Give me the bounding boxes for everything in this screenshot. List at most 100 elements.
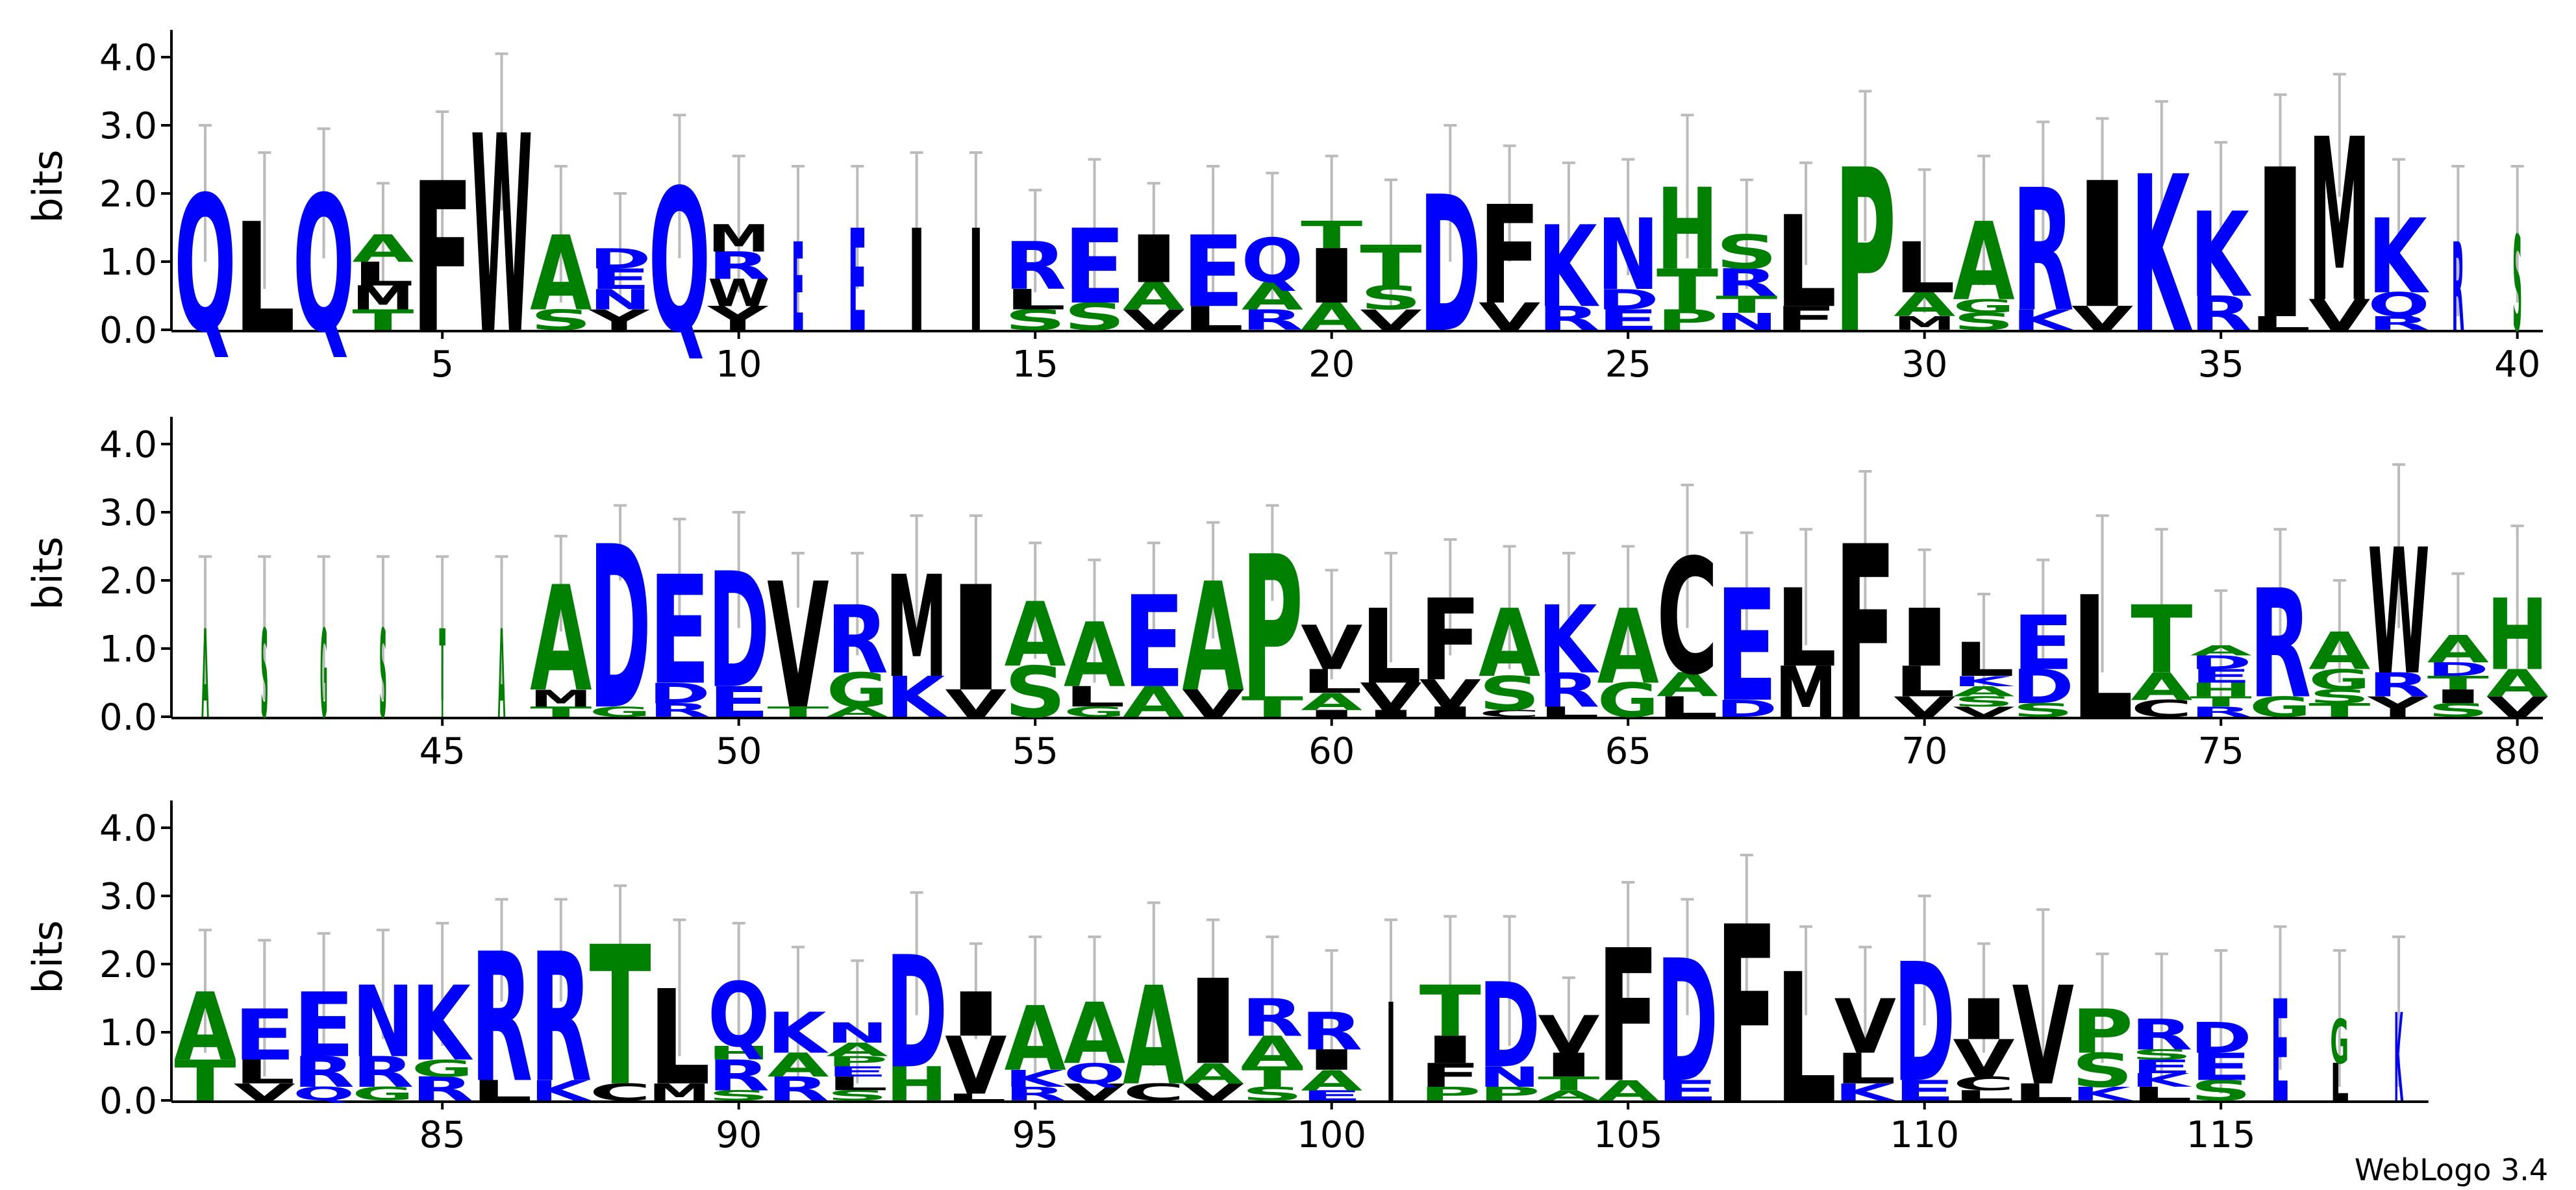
logo-letter: R xyxy=(530,916,592,1122)
logo-letter: H xyxy=(1657,165,1718,295)
y-axis-label: bits xyxy=(24,149,71,223)
logo-letter-group: V xyxy=(1182,1079,1244,1106)
x-tick-label: 115 xyxy=(2186,1114,2256,1156)
logo-letter-group: S xyxy=(379,605,386,746)
logo-letter: S xyxy=(1716,225,1777,280)
logo-letter-group: R xyxy=(2012,154,2074,349)
logo-letter-group: S xyxy=(1064,295,1125,339)
logo-letter: G xyxy=(1597,673,1659,728)
logo-letter-group: L xyxy=(1894,227,1955,309)
x-tick-label: 20 xyxy=(1308,343,1355,386)
logo-letter-group: L xyxy=(1775,936,1836,1143)
logo-letter-group: N xyxy=(1716,308,1777,336)
logo-letter-group: S xyxy=(2427,699,2489,721)
logo-letter: A xyxy=(2486,662,2548,705)
logo-letter: H xyxy=(708,1042,769,1064)
x-tick-label: 70 xyxy=(1901,730,1947,773)
logo-letter-group: R xyxy=(293,1048,355,1097)
logo-letter-group: V xyxy=(1953,1030,2014,1089)
logo-letter-group: D xyxy=(1894,929,1955,1119)
logo-letter-group: P xyxy=(1419,1084,1481,1105)
logo-letter: A xyxy=(1953,201,2014,325)
logo-letter: C xyxy=(1479,708,1540,719)
logo-letter-group: C xyxy=(1479,708,1540,719)
logo-letter-group: V xyxy=(1360,675,1421,719)
logo-letter: R xyxy=(708,244,769,288)
logo-letter: R xyxy=(1242,989,1303,1048)
logo-letter: C xyxy=(2131,695,2192,723)
logo-letter: F xyxy=(1479,177,1540,334)
logo-letter-group: A xyxy=(530,214,592,334)
logo-letter: N xyxy=(1479,1061,1540,1093)
logo-letter-group: G xyxy=(1597,673,1659,728)
logo-letter: R xyxy=(1005,228,1066,304)
logo-letter-group: R xyxy=(2249,558,2311,732)
logo-letter: D xyxy=(1419,156,1481,374)
y-tick-label: 1.0 xyxy=(99,1012,157,1054)
logo-letter: L xyxy=(1775,189,1836,336)
logo-letter-group: R xyxy=(1538,300,1599,338)
logo-letter: K xyxy=(1953,673,2015,689)
logo-letter: A xyxy=(1123,275,1184,318)
logo-letter-group: M xyxy=(708,217,769,260)
logo-letter-group: A xyxy=(2427,628,2489,671)
logo-letter-group: I xyxy=(1301,708,1362,719)
logo-letter: D xyxy=(2427,658,2489,680)
logo-letter-group: I xyxy=(968,199,984,363)
logo-letter: V xyxy=(1894,691,1955,724)
logo-letter-group: L xyxy=(1775,567,1836,691)
logo-letter: R xyxy=(352,1048,414,1097)
logo-letter-group: K xyxy=(1538,202,1599,332)
logo-letter: P xyxy=(2071,997,2133,1067)
logo-letter-group: K xyxy=(1834,1079,1897,1106)
logo-letter-group: A xyxy=(1005,987,1066,1091)
logo-letter: R xyxy=(471,916,532,1122)
x-tick-label: 30 xyxy=(1901,343,1947,386)
logo-letter-group: A xyxy=(1301,1064,1362,1097)
x-tick-label: 50 xyxy=(716,730,762,773)
logo-letter: I xyxy=(1953,987,2014,1052)
x-tick-label: 80 xyxy=(2494,730,2540,773)
y-tick-label: 2.0 xyxy=(99,944,157,986)
logo-letter: S xyxy=(827,1087,888,1104)
logo-letter: W xyxy=(2368,512,2429,713)
logo-letter-group: E xyxy=(827,1063,888,1080)
logo-letter-group: M xyxy=(530,685,592,712)
logo-letter: L xyxy=(1834,1045,1896,1093)
logo-letter: R xyxy=(649,700,710,721)
logo-letter: V xyxy=(945,1020,1007,1113)
logo-letter: V xyxy=(767,547,829,747)
logo-letter-group: I xyxy=(2427,686,2489,707)
logo-letter-group: E xyxy=(234,995,295,1076)
logo-letter: L xyxy=(1360,588,1421,708)
logo-letter: Q xyxy=(2368,286,2429,325)
logo-letter: A xyxy=(174,973,236,1082)
logo-letter-group: L xyxy=(1834,1045,1896,1093)
logo-letter-group: G xyxy=(2308,663,2370,696)
logo-letter: F xyxy=(412,139,473,378)
logo-letter: I xyxy=(1386,976,1395,1133)
logo-letter: I xyxy=(2427,686,2489,707)
logo-letter: A xyxy=(1301,1064,1362,1097)
logo-letter: A xyxy=(1005,583,1066,687)
logo-letter-group: Y xyxy=(2367,691,2429,723)
logo-letter: A xyxy=(827,1039,888,1060)
logo-letter: R xyxy=(2190,286,2252,341)
logo-letter-group: A xyxy=(1597,588,1659,707)
logo-letter: V xyxy=(1360,304,1421,337)
logo-letter-group: F xyxy=(1419,1056,1481,1095)
logo-letter-group: T xyxy=(530,704,592,720)
y-tick-label: 0.0 xyxy=(99,697,157,739)
logo-letter: E xyxy=(2131,1056,2192,1077)
logo-letter: F xyxy=(1716,875,1777,1158)
logo-letter: S xyxy=(2308,686,2370,708)
logo-letter: G xyxy=(589,704,651,720)
logo-letter: Q xyxy=(174,157,236,375)
logo-letter: D xyxy=(2190,652,2252,674)
logo-letter-group: M xyxy=(886,547,947,710)
logo-letter: K xyxy=(2012,304,2075,336)
y-tick-label: 4.0 xyxy=(99,37,157,79)
logo-letter: K xyxy=(767,1001,829,1066)
logo-letter-group: G xyxy=(2249,691,2311,723)
logo-letter: V xyxy=(1182,682,1244,726)
